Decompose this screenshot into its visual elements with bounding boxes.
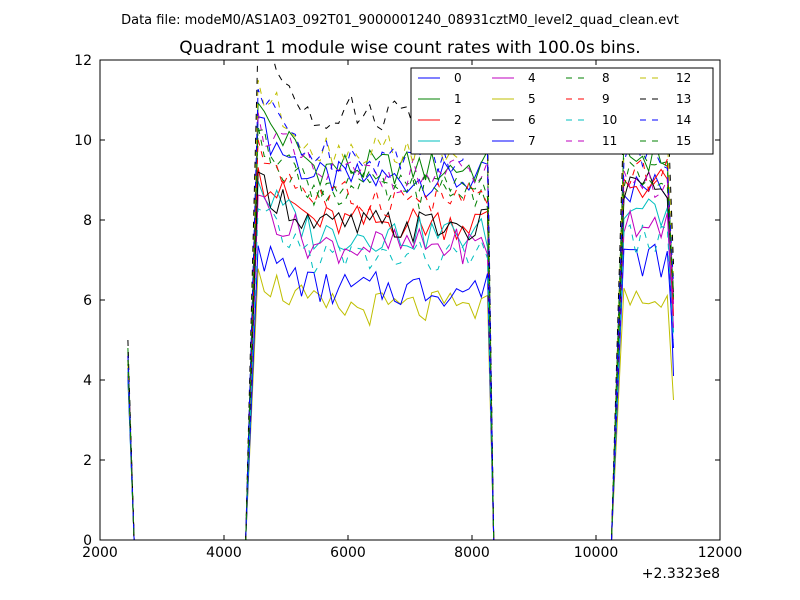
- series-line-6: [127, 170, 674, 540]
- legend-label-11: 11: [602, 134, 617, 148]
- legend-label-10: 10: [602, 113, 617, 127]
- legend-label-6: 6: [528, 113, 536, 127]
- suptitle: Data file: modeM0/AS1A03_092T01_90000012…: [121, 13, 679, 28]
- legend-label-14: 14: [676, 113, 691, 127]
- legend-label-12: 12: [676, 71, 691, 85]
- series-line-7: [127, 243, 674, 540]
- series-line-1: [127, 101, 674, 540]
- y-tick-label: 2: [83, 453, 92, 469]
- legend-label-4: 4: [528, 71, 536, 85]
- x-tick-label: 4000: [206, 545, 242, 561]
- y-tick-label: 6: [83, 293, 92, 309]
- y-tick-label: 0: [83, 533, 92, 549]
- legend-label-3: 3: [454, 134, 462, 148]
- legend-frame: [410, 67, 714, 155]
- series-line-10: [127, 207, 674, 540]
- legend-label-13: 13: [676, 92, 691, 106]
- series-line-8: [127, 129, 674, 540]
- series-line-0: [127, 116, 674, 540]
- y-tick-label: 10: [74, 133, 92, 149]
- y-tick-label: 12: [74, 53, 92, 69]
- series-line-11: [127, 112, 674, 540]
- legend-label-2: 2: [454, 113, 462, 127]
- y-tick-label: 8: [83, 213, 92, 229]
- legend-label-5: 5: [528, 92, 536, 106]
- x-tick-label: 8000: [454, 545, 490, 561]
- legend-label-7: 7: [528, 134, 536, 148]
- legend-label-0: 0: [454, 71, 462, 85]
- x-tick-label: 6000: [330, 545, 366, 561]
- series-line-9: [127, 139, 674, 540]
- series-line-3: [127, 181, 674, 540]
- legend-label-1: 1: [454, 92, 462, 106]
- x-tick-label: 10000: [574, 545, 619, 561]
- y-tick-label: 4: [83, 373, 92, 389]
- series-line-14: [127, 89, 674, 540]
- x-tick-label: 12000: [698, 545, 743, 561]
- x-axis: 2000 4000 6000 8000 10000 12000: [82, 60, 742, 561]
- series-line-4: [127, 194, 674, 540]
- chart-title: Quadrant 1 module wise count rates with …: [179, 38, 640, 58]
- legend-label-15: 15: [676, 134, 691, 148]
- legend-label-8: 8: [602, 71, 610, 85]
- series-layer: [127, 60, 674, 540]
- x-offset-label: +2.3323e8: [642, 566, 720, 582]
- x-tick-label: 2000: [82, 545, 118, 561]
- legend-label-9: 9: [602, 92, 610, 106]
